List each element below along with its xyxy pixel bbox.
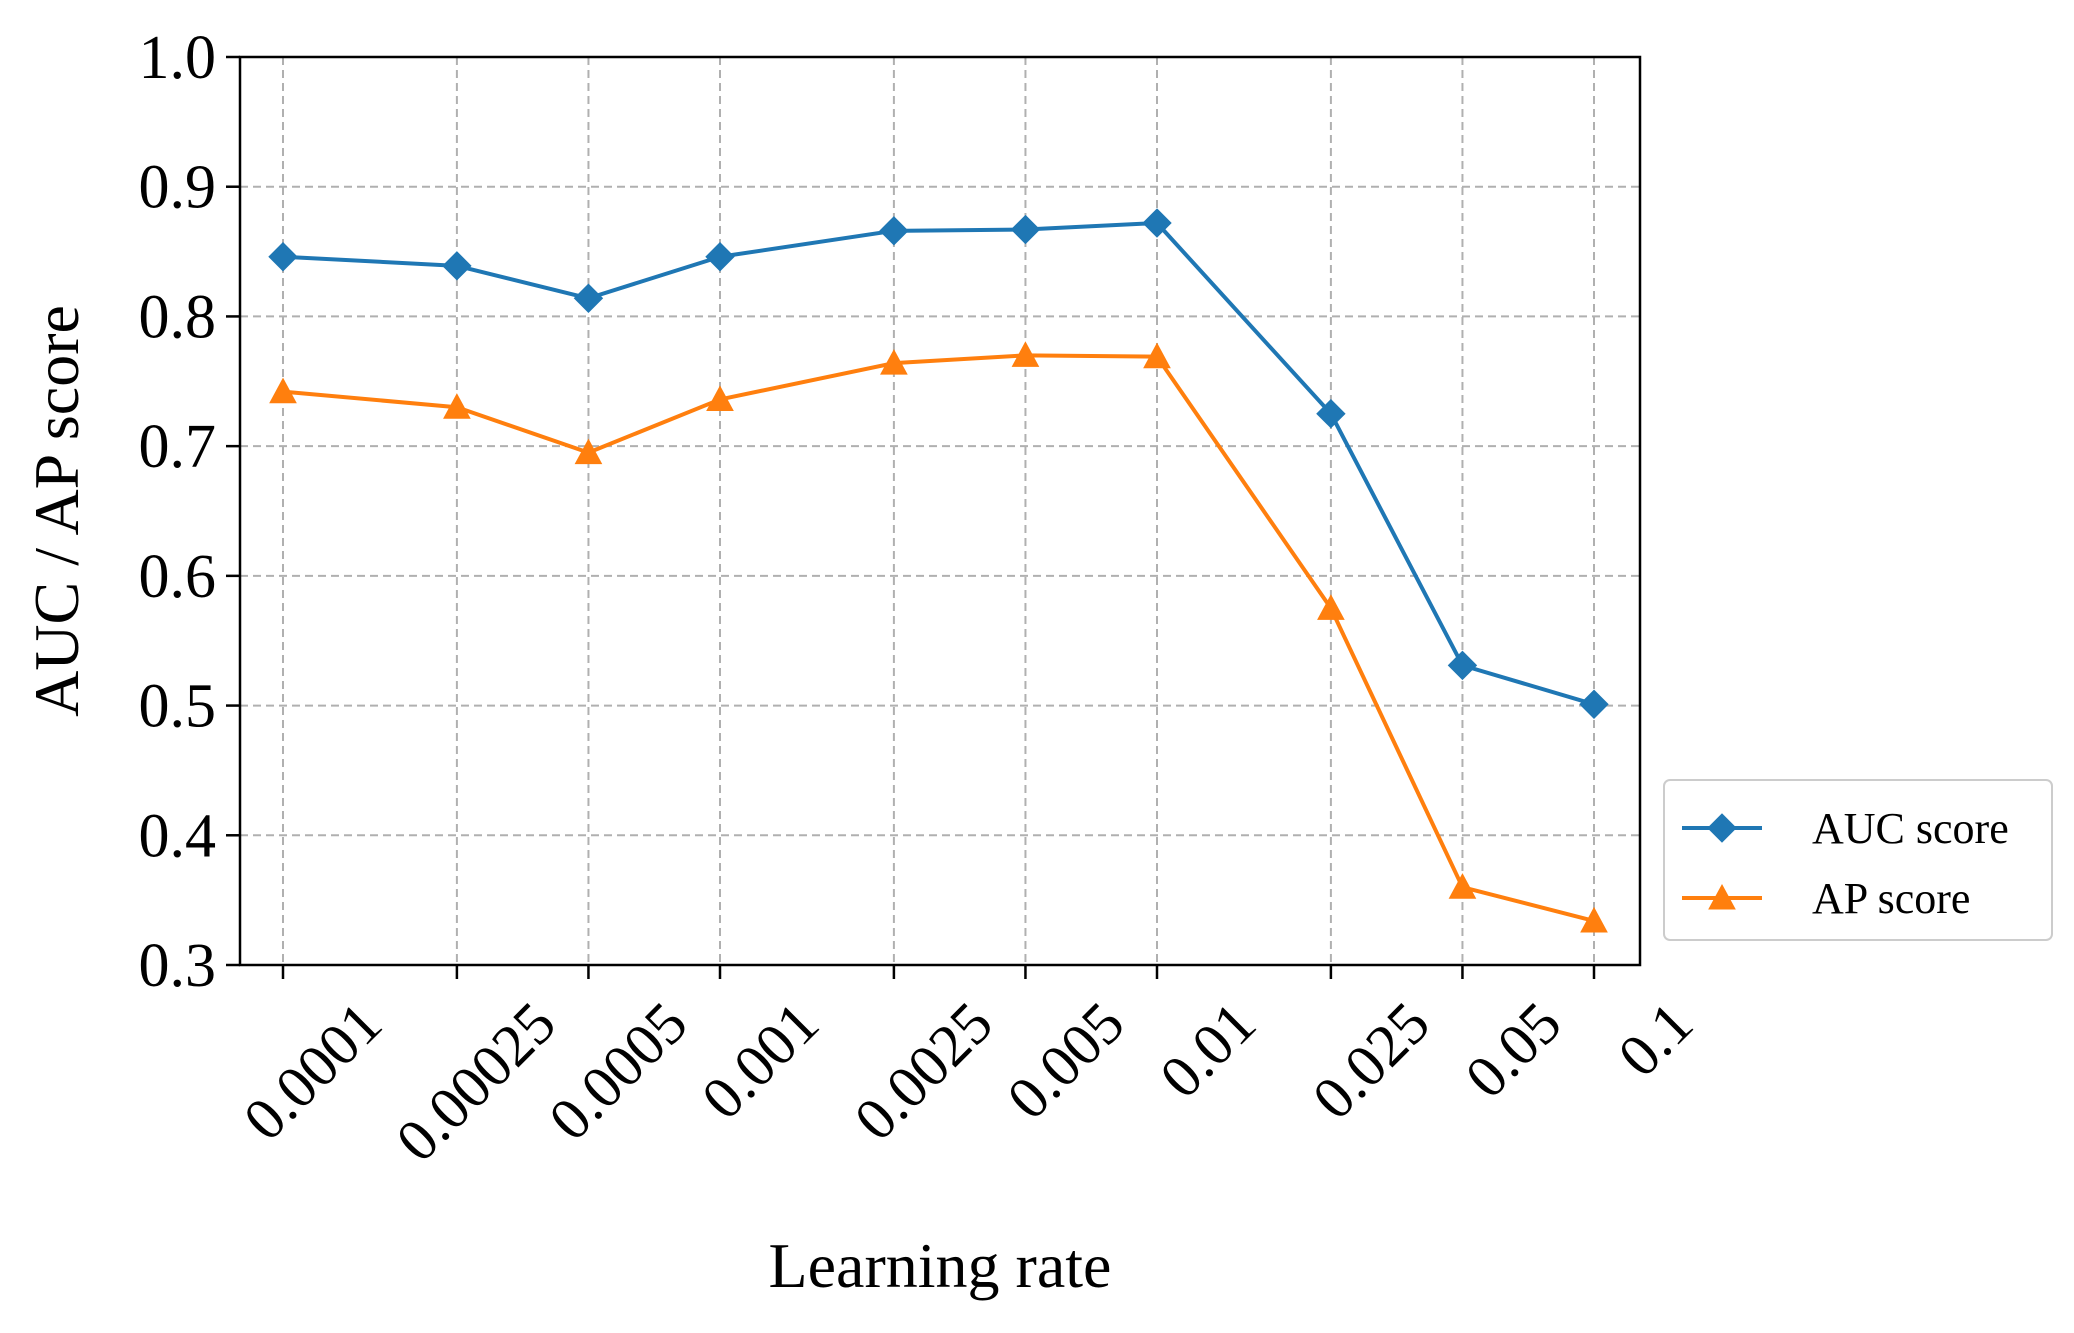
ap-score-point bbox=[706, 385, 734, 411]
auc-score-point bbox=[268, 242, 298, 272]
auc-score-line bbox=[281, 221, 1596, 707]
legend-ap-score-label: AP score bbox=[1812, 874, 1970, 923]
ap-score-line bbox=[281, 353, 1596, 923]
y-tick-label: 0.8 bbox=[139, 283, 217, 351]
x-tick-label: 0.00025 bbox=[384, 990, 569, 1175]
x-tick-label: 0.0025 bbox=[842, 990, 1005, 1153]
y-tick-label: 0.4 bbox=[139, 802, 217, 870]
x-tick-label: 0.001 bbox=[689, 990, 831, 1132]
x-tick-label: 0.0001 bbox=[231, 990, 394, 1153]
y-tick-label: 0.6 bbox=[139, 543, 217, 611]
y-axis-label: AUC / AP score bbox=[21, 305, 92, 717]
auc-score-point bbox=[1579, 689, 1609, 719]
auc-score-point bbox=[1447, 650, 1478, 681]
ap-score-point bbox=[443, 393, 471, 419]
ap-score-point bbox=[1011, 341, 1040, 367]
x-axis-label: Learning rate bbox=[769, 1230, 1112, 1301]
auc-score-point bbox=[1010, 214, 1041, 245]
y-tick-label: 1.0 bbox=[139, 24, 217, 92]
y-tick-label: 0.9 bbox=[139, 154, 217, 222]
grid-layer bbox=[240, 57, 1640, 965]
ap-score-point bbox=[1580, 906, 1608, 933]
ap-score-point bbox=[269, 377, 297, 404]
y-tick-label: 0.3 bbox=[139, 932, 217, 1000]
ap-score-point bbox=[574, 438, 603, 465]
auc-score-point bbox=[442, 251, 472, 281]
auc-score-point bbox=[1316, 399, 1346, 429]
legend-ap-score-marker bbox=[1708, 883, 1736, 910]
legend-auc-score-marker bbox=[1707, 813, 1737, 843]
y-tick-label: 0.7 bbox=[139, 413, 217, 481]
x-tick-label: 0.0005 bbox=[536, 990, 699, 1153]
auc-score-point bbox=[573, 283, 604, 313]
series-layer bbox=[268, 208, 1609, 933]
x-tick-label: 0.05 bbox=[1453, 990, 1574, 1111]
ap-score-point bbox=[1317, 594, 1345, 620]
ap-score-point bbox=[1448, 873, 1477, 899]
x-tick-label: 0.005 bbox=[994, 990, 1136, 1132]
x-tick-label: 0.01 bbox=[1147, 990, 1268, 1111]
plot-area-frame bbox=[238, 55, 1642, 967]
x-tick-label: 0.025 bbox=[1300, 990, 1442, 1132]
ap-score-point bbox=[880, 349, 908, 375]
auc-score-point bbox=[879, 216, 909, 246]
auc-score-point bbox=[705, 242, 735, 272]
y-tick-label: 0.5 bbox=[139, 673, 217, 741]
legend: AUC score AP score bbox=[1663, 779, 2053, 941]
auc-score-point bbox=[1142, 208, 1172, 238]
x-tick-label: 0.1 bbox=[1605, 990, 1705, 1090]
legend-auc-score-label: AUC score bbox=[1812, 804, 2009, 853]
ap-score-point bbox=[1143, 342, 1171, 369]
